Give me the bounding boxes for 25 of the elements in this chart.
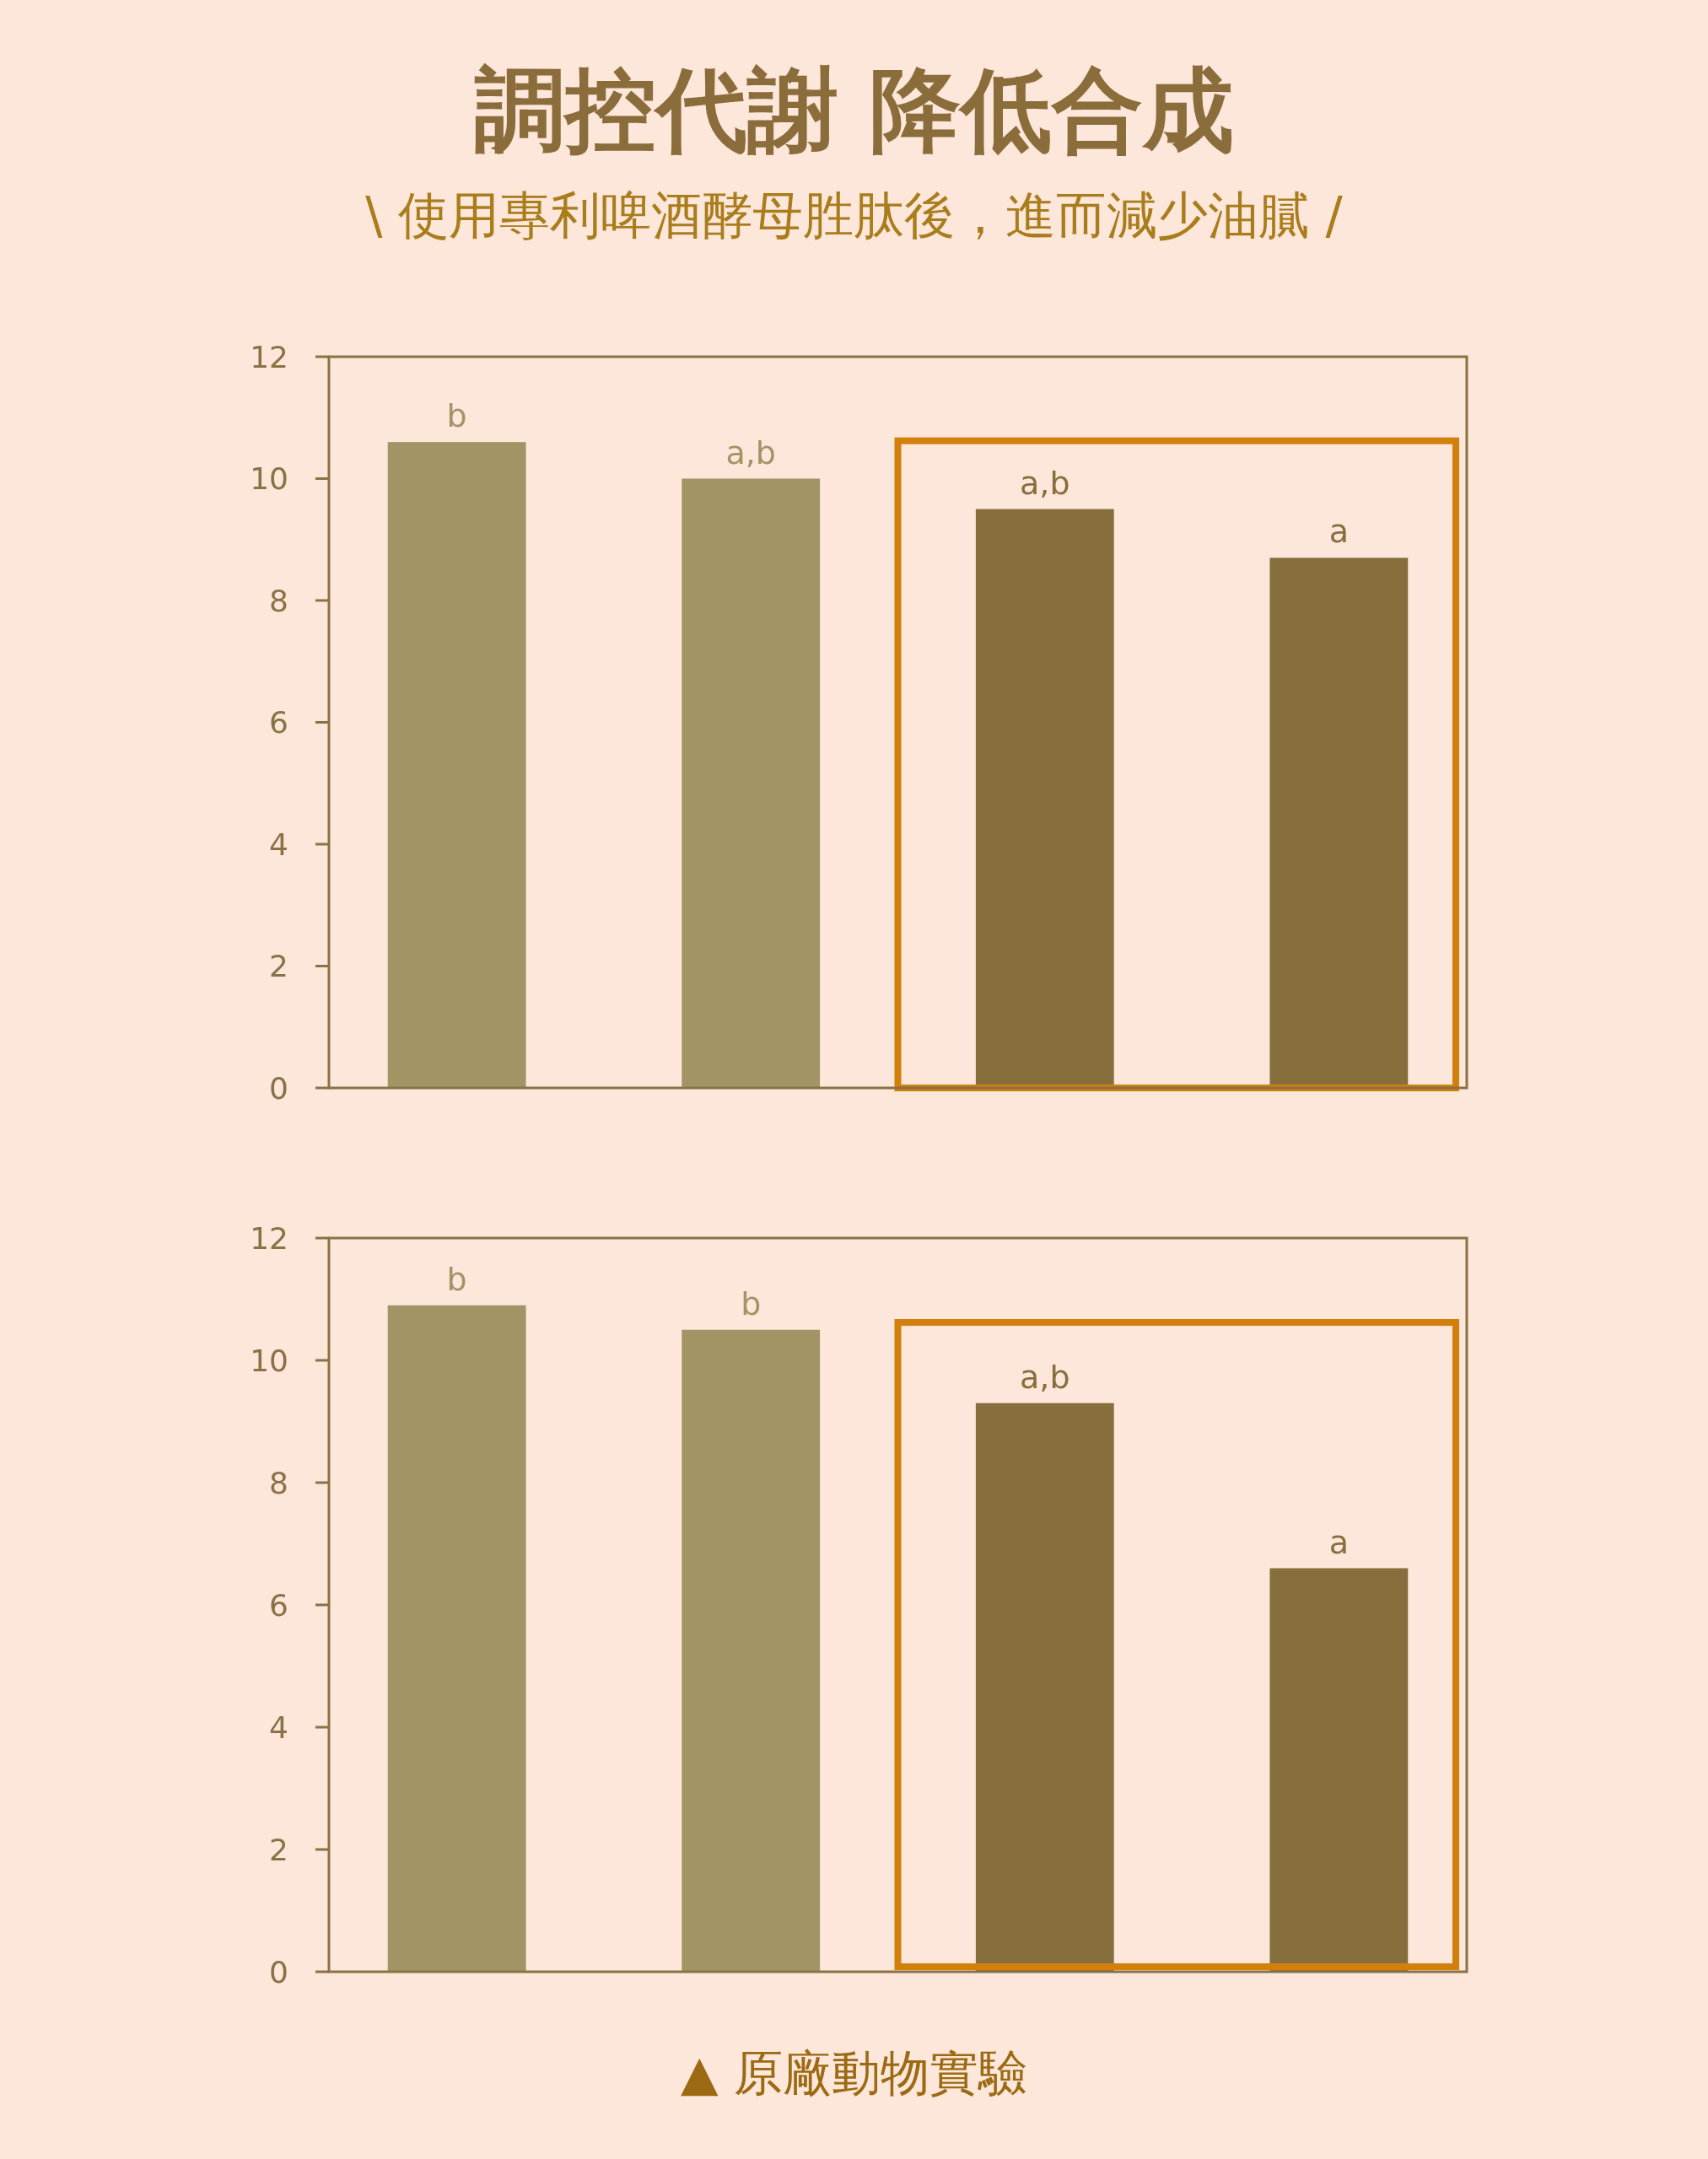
y-tick-label: 2 <box>269 1832 288 1867</box>
y-tick-label: 4 <box>269 1709 288 1745</box>
chart-subtitle: \ 使用專利啤酒酵母胜肽後，進而減少油膩 / <box>365 186 1344 245</box>
y-tick-label: 0 <box>269 1954 288 1989</box>
chart-title: 調控代謝 降低合成 <box>473 57 1235 163</box>
y-tick-label: 12 <box>250 1220 288 1256</box>
y-tick-label: 0 <box>269 1070 288 1106</box>
data-label: a <box>1328 513 1350 551</box>
data-label: b <box>741 1284 762 1322</box>
y-tick-label: 10 <box>250 461 288 497</box>
data-label: a,b <box>1020 464 1070 502</box>
data-label: b <box>446 397 467 435</box>
text: ▲ 原廠動物實驗 <box>680 2044 1028 2102</box>
y-tick-label: 8 <box>269 1465 288 1500</box>
y-tick-label: 4 <box>269 826 288 862</box>
data-label: a,b <box>725 433 776 471</box>
y-tick-label: 10 <box>250 1343 288 1378</box>
y-tick-label: 8 <box>269 583 288 618</box>
y-tick-label: 2 <box>269 949 288 984</box>
y-tick-label: 12 <box>250 339 288 374</box>
data-label: b <box>446 1260 467 1298</box>
y-tick-label: 6 <box>269 1587 288 1623</box>
data-label: a,b <box>1020 1358 1070 1396</box>
data-label: a <box>1328 1523 1350 1561</box>
y-tick-label: 6 <box>269 705 288 740</box>
